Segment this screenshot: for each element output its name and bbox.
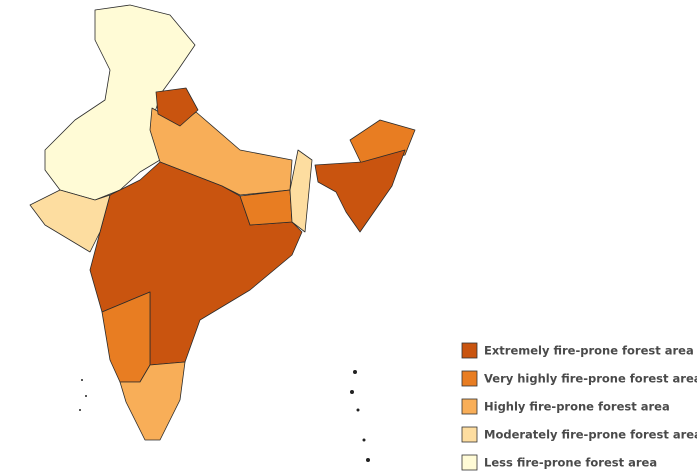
region (314, 149, 406, 233)
region (155, 87, 199, 127)
island (362, 438, 366, 442)
legend-label: Moderately fire-prone forest area (484, 428, 697, 442)
region (119, 361, 186, 441)
map (29, 4, 416, 462)
region (239, 189, 293, 226)
legend: Extremely fire-prone forest area Very hig… (461, 342, 697, 471)
island (350, 390, 354, 394)
island (353, 370, 357, 374)
island (81, 379, 83, 381)
legend-label: Extremely fire-prone forest area (484, 344, 694, 358)
island (356, 408, 360, 412)
legend-swatch (461, 426, 478, 443)
island (366, 458, 370, 462)
legend-label: Very highly fire-prone forest area (484, 372, 697, 386)
region (29, 189, 111, 253)
legend-label: Less fire-prone forest area (484, 456, 657, 470)
island (85, 395, 87, 397)
region (289, 149, 313, 233)
legend-swatch (461, 454, 478, 471)
legend-label: Highly fire-prone forest area (484, 400, 670, 414)
legend-swatch (461, 370, 478, 387)
legend-swatch (461, 398, 478, 415)
island (79, 409, 81, 411)
region (89, 161, 303, 366)
legend-swatch (461, 342, 478, 359)
